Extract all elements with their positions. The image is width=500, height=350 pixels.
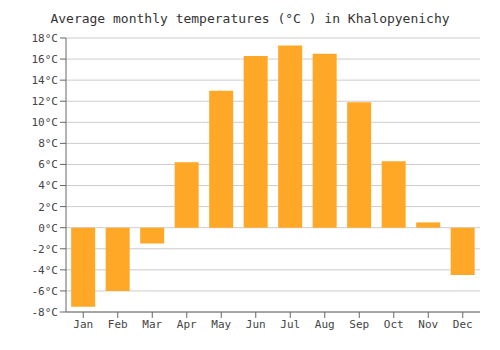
svg-text:16°C: 16°C <box>32 53 59 66</box>
svg-text:Jul: Jul <box>280 318 300 331</box>
svg-text:Dec: Dec <box>453 318 473 331</box>
svg-text:-4°C: -4°C <box>32 264 59 277</box>
svg-text:8°C: 8°C <box>38 137 58 150</box>
svg-text:Jan: Jan <box>73 318 93 331</box>
svg-text:-8°C: -8°C <box>32 306 59 319</box>
svg-text:14°C: 14°C <box>32 74 59 87</box>
svg-text:10°C: 10°C <box>32 116 59 129</box>
svg-text:Nov: Nov <box>418 318 438 331</box>
svg-text:Oct: Oct <box>384 318 404 331</box>
svg-text:6°C: 6°C <box>38 158 58 171</box>
svg-text:Feb: Feb <box>108 318 128 331</box>
html-text:Average monthly temperatures (: Average monthly temperatures (°C ) in Kh… <box>50 11 450 26</box>
svg-text:May: May <box>211 318 231 331</box>
svg-text:0°C: 0°C <box>38 222 58 235</box>
svg-text:-2°C: -2°C <box>32 243 59 256</box>
svg-text:18°C: 18°C <box>32 32 59 45</box>
svg-text:Jun: Jun <box>246 318 266 331</box>
svg-text:Mar: Mar <box>142 318 162 331</box>
svg-text:12°C: 12°C <box>32 95 59 108</box>
svg-text:-6°C: -6°C <box>32 285 59 298</box>
svg-text:Apr: Apr <box>177 318 197 331</box>
svg-text:4°C: 4°C <box>38 179 58 192</box>
svg-text:Sep: Sep <box>349 318 369 331</box>
svg-text:Aug: Aug <box>315 318 335 331</box>
svg-text:2°C: 2°C <box>38 201 58 214</box>
